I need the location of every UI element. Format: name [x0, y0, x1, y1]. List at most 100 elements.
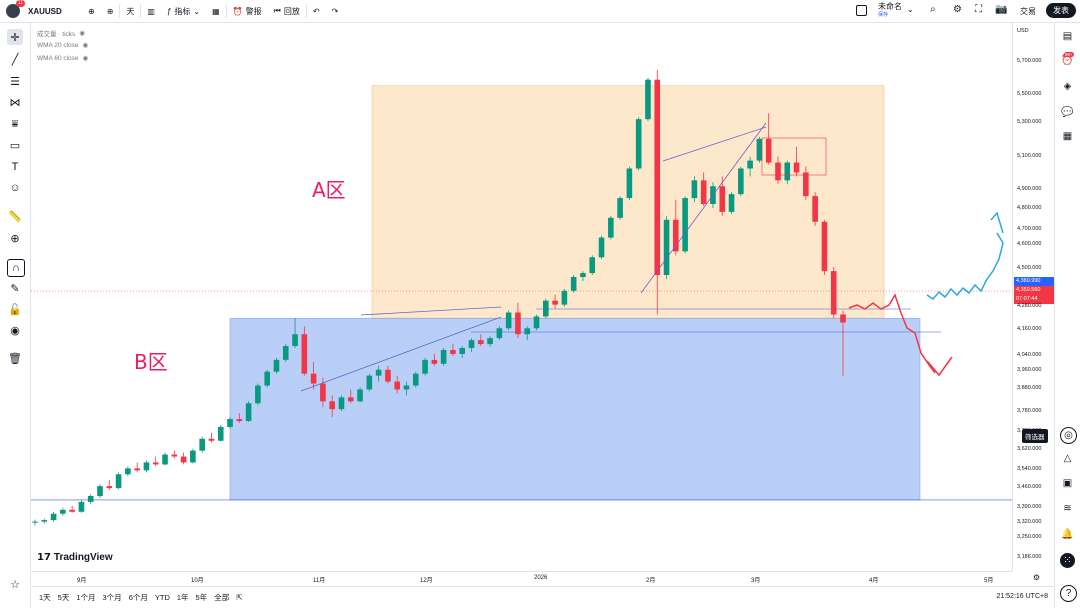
candle-body: [756, 138, 763, 161]
legend-wma20-label: WMA 20 close: [37, 41, 79, 49]
apps-grid-icon[interactable]: ⁙: [1060, 553, 1075, 568]
settings-gear-icon[interactable]: ⚙: [953, 4, 962, 15]
eye-icon[interactable]: ◉: [10, 324, 20, 337]
triangle-icon[interactable]: △: [1063, 453, 1072, 464]
time-tick-label: 3月: [751, 578, 761, 584]
range-button[interactable]: YTD: [154, 593, 170, 602]
candle-body: [282, 346, 289, 360]
eye-icon[interactable]: ◉: [82, 42, 89, 49]
time-axis[interactable]: ⚙ 9月 10月 11月 12月 2026 2月 3月 4月 5月: [31, 571, 1040, 586]
price-tick-label: 3,540.000: [1017, 466, 1042, 472]
eye-icon[interactable]: ◉: [82, 55, 89, 62]
clock[interactable]: 21:52:16 UTC+8: [996, 593, 1048, 600]
legend-wma20[interactable]: WMA 20 close ◉: [37, 41, 89, 50]
range-button[interactable]: 6个月: [128, 593, 148, 602]
time-tick-label: 5月: [984, 578, 994, 584]
range-button[interactable]: 3个月: [102, 593, 122, 602]
range-button[interactable]: 1年: [176, 593, 189, 602]
emoji-icon[interactable]: ☺: [9, 182, 21, 194]
price-tick-label: 4,800.000: [1017, 205, 1042, 211]
price-axis[interactable]: USD 4,380.990 4,359.560 07:07:44 5,700.0…: [1012, 23, 1055, 571]
date-range-icon[interactable]: ⇱: [236, 593, 243, 602]
range-button[interactable]: 1天: [39, 593, 51, 602]
price-tick-label: 3,960.000: [1017, 367, 1042, 373]
zone-a-rect: [371, 85, 885, 319]
candle-body: [143, 462, 150, 471]
event-calendar-icon[interactable]: ▣: [1062, 478, 1073, 489]
publish-button[interactable]: 发表: [1046, 3, 1076, 18]
candle-body: [199, 438, 205, 451]
add-symbol-icon[interactable]: ⊕: [88, 6, 95, 16]
layers-icon[interactable]: ◈: [1063, 81, 1072, 92]
chat-icon[interactable]: 💬: [1061, 107, 1074, 118]
range-button[interactable]: 5天: [57, 593, 70, 602]
candle-body: [598, 237, 605, 258]
screener-tooltip: 筛选器: [1022, 429, 1048, 443]
star-icon[interactable]: ☆: [10, 578, 20, 591]
chevron-down-icon[interactable]: ⌄: [907, 5, 914, 14]
layout-name[interactable]: 未命名 保存: [878, 3, 902, 19]
candle-body: [784, 162, 791, 181]
candle-body: [524, 328, 531, 335]
axis-settings-icon[interactable]: ⚙: [1032, 573, 1040, 582]
layout-icon[interactable]: [856, 5, 867, 16]
user-avatar[interactable]: 11: [6, 0, 25, 18]
eye-icon[interactable]: ◉: [79, 30, 85, 37]
fib-icon[interactable]: ⩸: [11, 117, 19, 130]
text-icon[interactable]: T: [11, 161, 19, 173]
price-tick-label: 3,320.000: [1017, 519, 1042, 525]
fullscreen-icon[interactable]: ⛶: [975, 4, 982, 15]
camera-icon[interactable]: 📷: [995, 4, 1008, 15]
candle-body: [255, 385, 261, 404]
notification-bell-icon[interactable]: 🔔: [1061, 529, 1074, 540]
blue-scribble: [926, 232, 1004, 300]
legend-volume[interactable]: 成交量 · ticks ◉: [37, 28, 85, 38]
range-button[interactable]: 5年: [195, 593, 208, 602]
chart-pane[interactable]: 成交量 · ticks ◉ WMA 20 close ◉ WMA 60 close ◉: [31, 23, 1012, 571]
legend-wma60[interactable]: WMA 60 close ◉: [37, 54, 89, 63]
undo-icon[interactable]: ↶: [312, 6, 320, 16]
lock-icon[interactable]: 🔓: [8, 303, 22, 316]
redo-icon[interactable]: ↷: [331, 6, 339, 16]
alarm-icon[interactable]: ⏰: [1061, 55, 1074, 66]
ruler-icon[interactable]: 📏: [8, 210, 22, 223]
candle-body: [41, 520, 48, 522]
candle-body: [450, 349, 456, 354]
rectangle-icon[interactable]: ▭: [9, 139, 21, 152]
range-button[interactable]: 1个月: [76, 593, 96, 602]
candle-body: [394, 381, 401, 390]
pitchfork-icon[interactable]: ⋈: [9, 96, 21, 109]
replay-button[interactable]: ⏮ 回放: [268, 0, 306, 22]
crosshair-icon[interactable]: ✛: [7, 29, 23, 45]
quick-search-icon[interactable]: ⌕: [930, 4, 936, 15]
templates-icon[interactable]: ▦: [212, 6, 220, 16]
broadcast-icon[interactable]: ≋: [1063, 503, 1072, 514]
indicators-label: 指标: [174, 6, 191, 16]
symbol-search[interactable]: XAUUSD: [28, 6, 62, 16]
candle-body: [357, 389, 363, 402]
trade-button[interactable]: 交易: [1020, 7, 1036, 16]
screener-icon[interactable]: ◎: [1060, 427, 1077, 444]
candle-body: [97, 486, 103, 496]
magnet-icon[interactable]: ∩: [7, 259, 25, 277]
zoom-in-icon[interactable]: ⊕: [10, 232, 20, 245]
help-icon[interactable]: ?: [1060, 585, 1077, 602]
horizontal-lines-icon[interactable]: ☰: [10, 75, 20, 88]
arrow-head: [990, 211, 1004, 234]
compare-icon[interactable]: ⊕: [106, 6, 114, 16]
candle-body: [803, 172, 809, 197]
alarm-clock-icon: ⏰: [232, 6, 243, 16]
stay-drawing-icon[interactable]: ✎: [10, 282, 20, 295]
candle-body: [496, 328, 503, 339]
interval-button[interactable]: 天: [126, 6, 135, 16]
trend-line-icon[interactable]: ╱: [11, 53, 19, 66]
indicators-button[interactable]: ƒ 指标 ⌄: [161, 0, 206, 22]
watchlist-icon[interactable]: ▤: [1062, 31, 1073, 42]
calendar-icon[interactable]: ▦: [1062, 131, 1073, 142]
candle-body: [320, 383, 326, 402]
chart-type-icon[interactable]: ▥: [147, 6, 155, 16]
trash-icon[interactable]: 🗑: [8, 352, 22, 365]
price-chart[interactable]: [31, 23, 1012, 571]
alert-button[interactable]: ⏰ 警报: [227, 0, 268, 22]
range-button[interactable]: 全部: [214, 593, 230, 602]
